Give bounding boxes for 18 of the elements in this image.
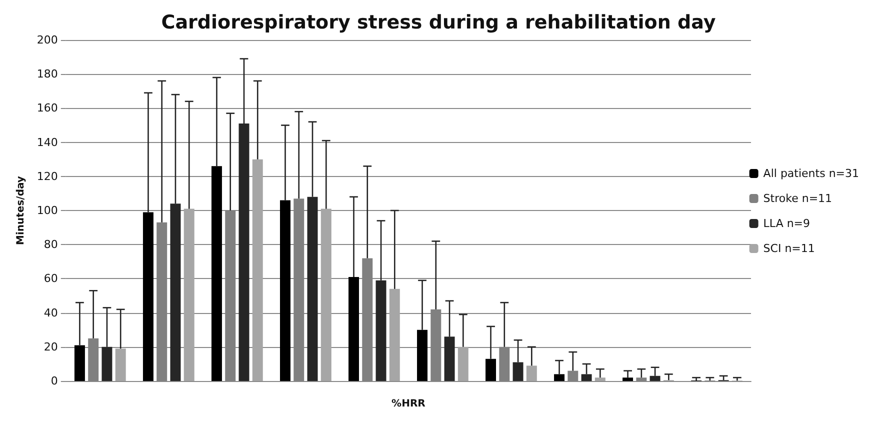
y-tick-label: 100: [36, 204, 58, 217]
y-tick-label: 200: [36, 34, 58, 46]
legend-label: SCI n=11: [763, 242, 815, 255]
legend-label: Stroke n=11: [763, 192, 832, 205]
y-tick-label: 160: [36, 102, 58, 115]
y-tick-label: 180: [36, 68, 58, 81]
y-axis-title: Minutes/day: [16, 176, 26, 245]
y-tick-label: 120: [36, 170, 58, 183]
y-tick-label: 140: [36, 136, 58, 149]
y-tick-label: 40: [44, 306, 58, 320]
legend-label: All patients n=31: [763, 167, 860, 180]
y-tick-label: 0: [50, 374, 58, 388]
y-tick-label: 60: [44, 272, 58, 286]
y-tick-label: 20: [44, 340, 58, 354]
chart-title: Cardiorespiratory stress during a rehabilitation day: [161, 12, 716, 34]
x-axis-title: %HRR: [392, 398, 426, 410]
legend-label: LLA n=9: [763, 217, 810, 230]
y-tick-label: 80: [44, 238, 58, 252]
